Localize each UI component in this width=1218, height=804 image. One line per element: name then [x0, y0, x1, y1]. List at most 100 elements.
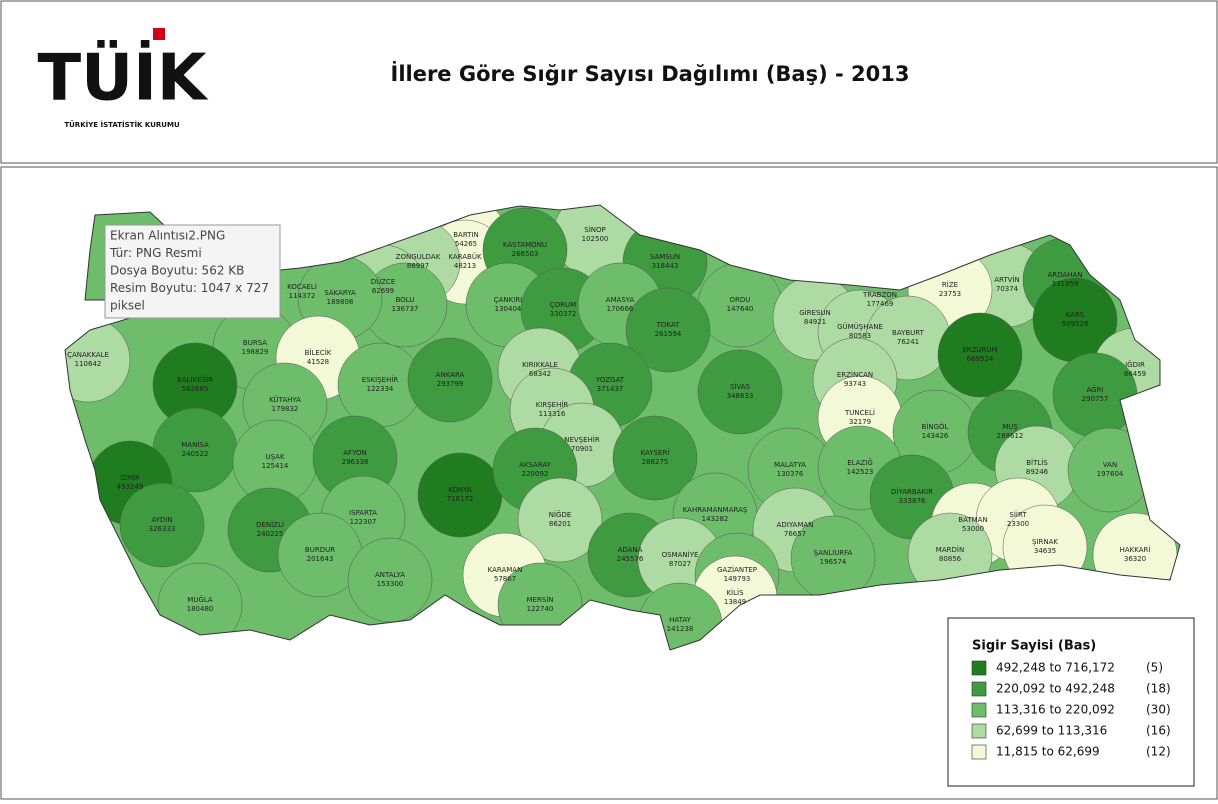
province-value: 149793: [724, 575, 751, 583]
province-name: BİNGÖL: [922, 422, 949, 431]
province-value: 54265: [455, 240, 477, 248]
province-value: 509528: [1062, 320, 1089, 328]
province-value: 143282: [702, 515, 729, 523]
province-value: 36320: [1124, 555, 1146, 563]
province-name: ADIYAMAN: [777, 521, 814, 529]
province-value: 245576: [617, 555, 644, 563]
province-name: AMASYA: [606, 296, 635, 304]
tooltip-line: Dosya Boyutu: 562 KB: [110, 264, 244, 278]
province-value: 333876: [899, 497, 926, 505]
province-name: BİLECİK: [305, 348, 332, 357]
province-name: ARTVİN: [994, 275, 1020, 284]
province-name: HAKKARİ: [1120, 545, 1151, 554]
province-value: 68342: [529, 370, 551, 378]
title: İllere Göre Sığır Sayısı Dağılımı (Baş) …: [391, 61, 910, 86]
map-regions: [65, 205, 1180, 650]
province-value: 86459: [1124, 370, 1146, 378]
province-name: BOLU: [396, 296, 415, 304]
province-name: KONYA: [448, 486, 472, 494]
province-name: ANKARA: [436, 371, 465, 379]
legend-count: (5): [1146, 661, 1163, 675]
logo-dot: [153, 28, 165, 40]
province-name: ADANA: [618, 546, 643, 554]
province-value: 286275: [642, 458, 669, 466]
legend-count: (18): [1146, 682, 1171, 696]
tooltip-line: Tür: PNG Resmi: [109, 246, 202, 260]
province-value: 326333: [149, 525, 176, 533]
province-name: ERZURUM: [962, 346, 997, 354]
province-value: 142523: [847, 468, 874, 476]
province-name: SAKARYA: [324, 289, 356, 297]
province-name: MUŞ: [1002, 423, 1018, 431]
legend-count: (12): [1146, 745, 1171, 759]
legend-label: 62,699 to 113,316: [996, 724, 1107, 738]
province-name: ANTALYA: [375, 571, 405, 579]
province-value: 93743: [844, 380, 866, 388]
province-name: UŞAK: [265, 453, 284, 461]
province-value: 48213: [454, 262, 476, 270]
legend: Sigir Sayisi (Bas) 492,248 to 716,172 (5)…: [947, 617, 1195, 787]
province-name: KIRIKKALE: [522, 361, 558, 369]
province-name: BALIKESİR: [177, 375, 213, 384]
province-value: 141238: [667, 625, 694, 633]
province-name: BURDUR: [305, 546, 335, 554]
province-name: ZONGULDAK: [396, 253, 441, 261]
province-name: KARAMAN: [488, 566, 523, 574]
province-name: MANİSA: [181, 440, 209, 449]
province-name: AFYON: [343, 449, 366, 457]
province-name: YOZGAT: [595, 376, 625, 384]
province-value: 13849: [724, 598, 746, 606]
province-name: ERZİNCAN: [837, 370, 873, 379]
province-value: 240225: [257, 530, 284, 538]
province-value: 330372: [550, 310, 577, 318]
province-value: 197604: [1097, 470, 1124, 478]
legend-label: 220,092 to 492,248: [996, 682, 1115, 696]
province-name: MUĞLA: [187, 595, 213, 604]
province-value: 201643: [307, 555, 334, 563]
province-area: [697, 349, 783, 435]
province-value: 110642: [75, 360, 102, 368]
province-name: BURSA: [243, 339, 267, 347]
province-value: 669524: [967, 355, 994, 363]
province-name: KİLİS: [726, 588, 744, 597]
province-name: ÇANAKKALE: [67, 351, 109, 359]
legend-label: 11,815 to 62,699: [996, 745, 1100, 759]
province-name: MERSİN: [526, 595, 553, 604]
province-value: 70374: [996, 285, 1019, 293]
province-value: 296338: [342, 458, 369, 466]
province-value: 41528: [307, 358, 329, 366]
province-value: 348633: [727, 392, 754, 400]
province-value: 266503: [512, 250, 539, 258]
province-name: ÇANKIRI: [494, 296, 523, 304]
legend-title: Sigir Sayisi (Bas): [972, 639, 1096, 654]
province-value: 23753: [939, 290, 961, 298]
province-area: [625, 287, 711, 373]
province-value: 53000: [962, 525, 984, 533]
province-name: SAMSUN: [650, 253, 680, 261]
province-name: GAZİANTEP: [717, 565, 757, 574]
province-name: ESKİŞEHİR: [362, 375, 399, 384]
province-name: ORDU: [730, 296, 751, 304]
province-name: ELAZIĞ: [847, 458, 873, 467]
province-name: MARDİN: [936, 545, 964, 554]
province-name: KARS: [1066, 311, 1085, 319]
province-value: 32179: [849, 418, 871, 426]
province-name: ARDAHAN: [1048, 271, 1083, 279]
province-name: BATMAN: [958, 516, 987, 524]
province-value: 290757: [1082, 395, 1109, 403]
province-value: 76241: [897, 338, 919, 346]
province-name: GÜMÜŞHANE: [837, 322, 883, 331]
province-value: 196574: [820, 558, 847, 566]
province-value: 189808: [327, 298, 354, 306]
province-value: 70901: [571, 445, 593, 453]
province-value: 147640: [727, 305, 754, 313]
province-name: HATAY: [669, 616, 691, 624]
legend-count: (16): [1146, 724, 1171, 738]
province-value: 493249: [117, 483, 144, 491]
province-value: 89246: [1026, 468, 1049, 476]
province-name: KIRŞEHİR: [536, 400, 569, 409]
province-name: SİVAS: [730, 382, 751, 391]
province-value: 143426: [922, 432, 949, 440]
province-value: 76657: [784, 530, 806, 538]
province-value: 87027: [669, 560, 691, 568]
